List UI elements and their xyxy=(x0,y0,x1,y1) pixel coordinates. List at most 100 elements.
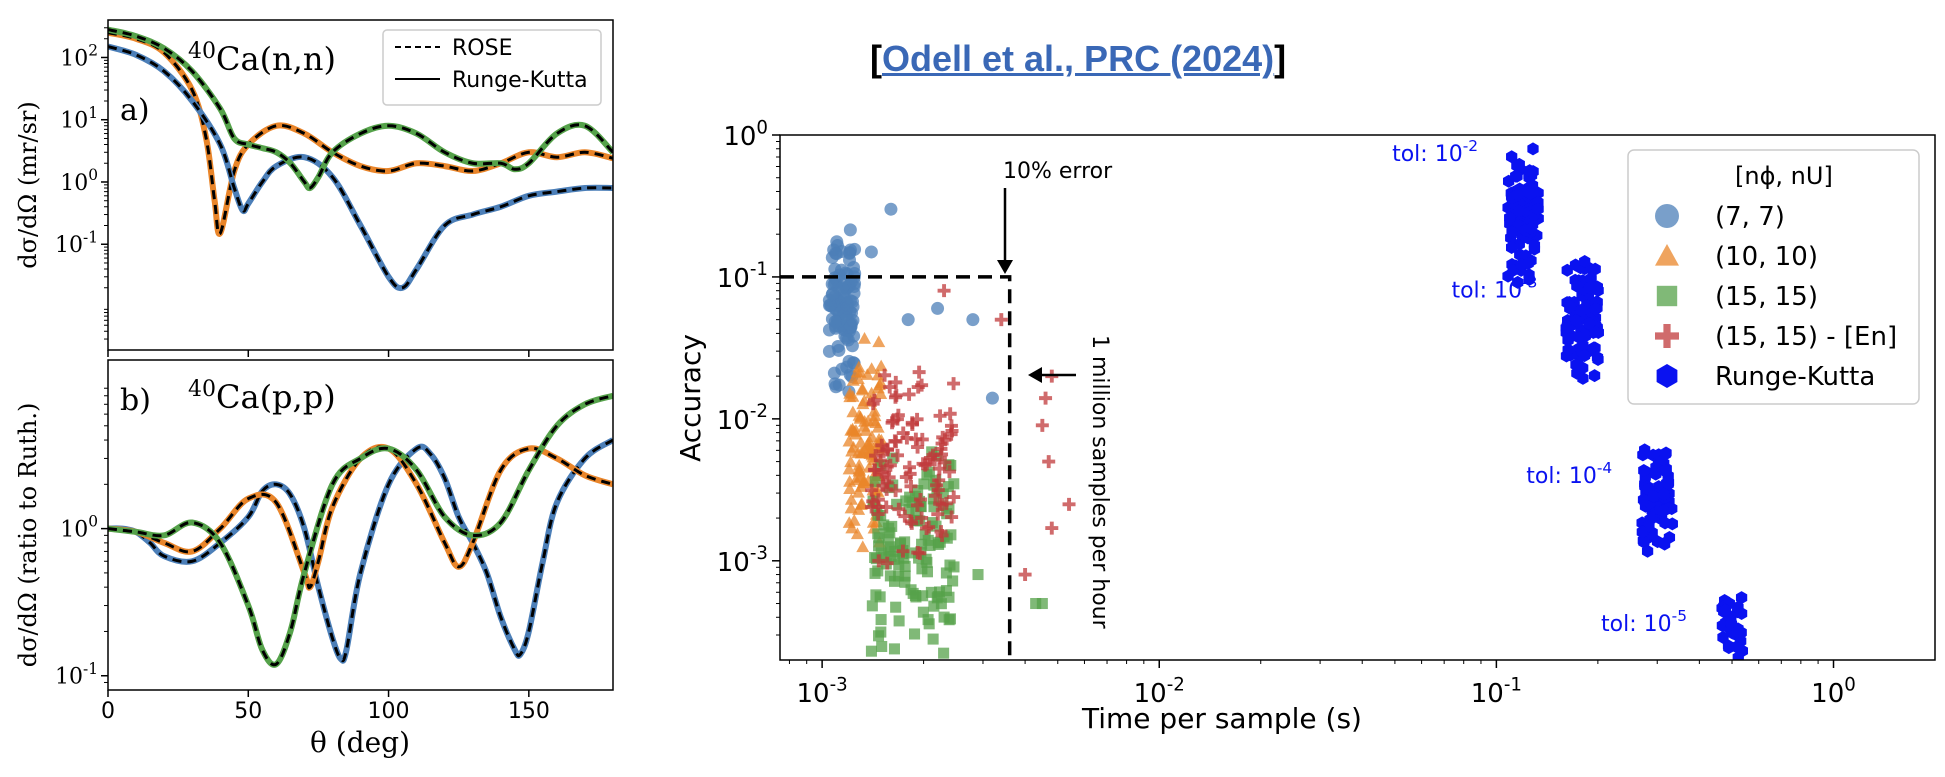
point-rk xyxy=(1504,211,1516,225)
point-triangle xyxy=(853,366,867,378)
point-square xyxy=(932,537,944,549)
point-square xyxy=(942,481,954,493)
point-plus xyxy=(1042,455,1056,469)
point-rk xyxy=(1510,169,1522,183)
citation-link[interactable]: [Odell et al., PRC (2024)] xyxy=(870,38,1286,80)
point-rk xyxy=(1662,477,1674,491)
point-plus xyxy=(898,509,912,523)
point-square xyxy=(927,493,939,505)
point-square xyxy=(909,490,921,502)
point-rk xyxy=(1528,238,1541,252)
point-plus xyxy=(937,284,951,298)
point-square xyxy=(875,614,887,626)
point-plus xyxy=(896,544,910,558)
point-rk xyxy=(1527,142,1539,156)
point-rk xyxy=(1638,463,1650,477)
point-triangle xyxy=(844,455,858,468)
point-square xyxy=(935,598,947,610)
point-square xyxy=(938,647,950,659)
point-square xyxy=(1036,597,1048,610)
series-dash-orange xyxy=(108,445,613,590)
arrow-samples-head xyxy=(1028,367,1042,383)
point-rk xyxy=(1525,221,1537,235)
point-square xyxy=(899,560,911,572)
point-rk xyxy=(1588,369,1601,383)
point-rk xyxy=(1583,316,1595,330)
point-rk xyxy=(1659,464,1671,478)
point-square xyxy=(925,586,937,598)
point-plus xyxy=(888,390,902,404)
point-square xyxy=(900,495,912,507)
point-rk xyxy=(1577,371,1589,385)
point-plus xyxy=(899,470,913,484)
point-triangle xyxy=(844,501,858,514)
point-rk xyxy=(1577,361,1589,375)
point-square xyxy=(927,633,939,645)
point-rk xyxy=(1578,349,1591,363)
citation-text[interactable]: Odell et al., PRC (2024) xyxy=(882,38,1275,79)
point-plus xyxy=(866,494,880,508)
point-rk xyxy=(1523,268,1535,282)
point-rk xyxy=(1650,467,1662,481)
panel-title-a: 40Ca(n,n) xyxy=(188,39,336,78)
legend-a: ROSE Runge-Kutta xyxy=(382,29,602,106)
ytick-label: 10-1 xyxy=(717,259,768,294)
point-square xyxy=(944,559,956,571)
point-triangle xyxy=(842,434,856,447)
point-square xyxy=(889,575,901,587)
series-dash-green xyxy=(108,28,613,190)
point-square xyxy=(1030,597,1042,610)
point-plus xyxy=(872,554,886,568)
panel-b: 10-1 100 b) 40Ca(p,p) dσ/dΩ (ratio to Ruth.)… xyxy=(14,359,614,759)
ytick-label: 10-1 xyxy=(55,228,98,258)
point-square xyxy=(912,484,924,497)
point-plus xyxy=(881,442,895,456)
tol-label-3: tol: 10-5 xyxy=(1601,607,1687,637)
ytick-label: 100 xyxy=(60,166,98,196)
point-plus xyxy=(911,498,925,512)
point-plus xyxy=(879,500,893,514)
point-square xyxy=(928,501,940,513)
point-rk xyxy=(1512,275,1524,289)
point-square xyxy=(940,585,952,597)
point-plus xyxy=(1018,568,1032,582)
ytick-label: 100 xyxy=(723,117,768,152)
point-square xyxy=(869,551,881,564)
point-plus xyxy=(933,409,947,423)
point-rk xyxy=(1589,262,1601,276)
point-plus xyxy=(928,489,942,503)
point-rk xyxy=(1506,225,1518,239)
point-square xyxy=(931,592,943,604)
panel-c: tol: 10-2 tol: 10-3 tol: 10-4 tol: 10-5 10-3… xyxy=(674,117,1936,735)
point-square xyxy=(876,640,888,653)
point-plus xyxy=(943,407,957,421)
legend-marker-square xyxy=(1656,285,1678,307)
point-plus xyxy=(1035,418,1049,432)
point-rk xyxy=(1571,279,1583,293)
point-square xyxy=(865,645,877,657)
point-plus xyxy=(874,453,888,467)
point-plus xyxy=(896,426,910,440)
point-square xyxy=(875,626,887,638)
point-square xyxy=(869,476,881,488)
point-rk xyxy=(1658,536,1670,550)
panel-label-b: b) xyxy=(120,383,151,418)
point-plus xyxy=(878,368,892,382)
point-plus xyxy=(902,460,916,474)
point-rk xyxy=(1561,263,1573,277)
point-rk xyxy=(1532,202,1544,216)
series-dash-blue xyxy=(108,438,613,663)
point-square xyxy=(909,590,921,602)
ytick-label: 10-1 xyxy=(55,660,98,690)
point-plus xyxy=(932,462,946,476)
citation-open-bracket: [ xyxy=(870,38,882,79)
legend-entry-4: Runge-Kutta xyxy=(1715,362,1875,392)
point-circle xyxy=(843,223,857,237)
point-rk xyxy=(1719,603,1731,617)
legend-box xyxy=(382,29,602,106)
point-plus xyxy=(912,365,926,379)
point-circle xyxy=(843,246,857,260)
points-group xyxy=(822,142,1749,660)
point-square xyxy=(893,615,905,627)
point-square xyxy=(887,452,899,464)
